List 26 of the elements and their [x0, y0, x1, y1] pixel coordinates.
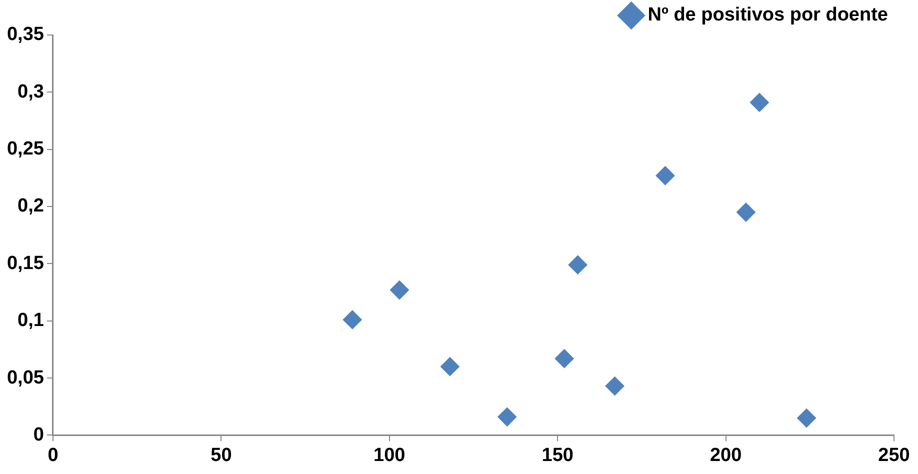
y-tick-label: 0,15 — [6, 252, 44, 274]
y-tick-label: 0,35 — [6, 24, 44, 46]
x-tick-label: 200 — [710, 444, 742, 466]
y-tick-label: 0,3 — [18, 81, 44, 102]
point — [440, 357, 460, 376]
y-tick-label: 0,1 — [18, 310, 44, 332]
point — [498, 407, 517, 426]
x-tick-label: 150 — [542, 444, 574, 466]
y-tick-label: 0,05 — [6, 367, 44, 388]
point — [554, 349, 574, 368]
point — [797, 408, 816, 428]
point — [342, 310, 362, 330]
point — [656, 166, 675, 186]
point — [750, 92, 769, 112]
x-tick-label: 50 — [210, 444, 232, 466]
point — [390, 280, 409, 300]
x-tick-label: 100 — [374, 444, 406, 466]
point — [736, 202, 756, 222]
point — [605, 376, 624, 396]
x-tick-label: 0 — [48, 444, 58, 466]
y-tick-label: 0,2 — [18, 196, 44, 217]
y-tick-label: 0 — [33, 424, 44, 446]
x-tick-label: 250 — [878, 444, 910, 466]
point — [568, 255, 588, 274]
y-tick-label: 0,25 — [6, 138, 44, 160]
legend-label: Nº de positivos por doente — [648, 4, 888, 26]
